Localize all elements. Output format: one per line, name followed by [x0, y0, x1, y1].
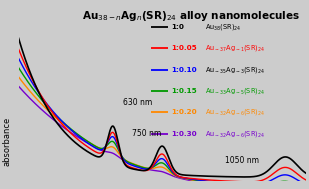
Text: 1:0.20: 1:0.20 [171, 109, 197, 115]
Text: 750 nm: 750 nm [132, 129, 161, 138]
Text: Au$_{\sim33}$Ag$_{\sim5}$(SR)$_{24}$: Au$_{\sim33}$Ag$_{\sim5}$(SR)$_{24}$ [205, 86, 265, 96]
Text: 1:0: 1:0 [171, 24, 184, 30]
Text: Au$_{\sim32}$Ag$_{\sim6}$(SR)$_{24}$: Au$_{\sim32}$Ag$_{\sim6}$(SR)$_{24}$ [205, 129, 265, 139]
Text: 630 nm: 630 nm [123, 98, 153, 107]
Text: 1:0.30: 1:0.30 [171, 131, 197, 137]
Text: absorbance: absorbance [2, 117, 11, 166]
Text: Au$_{\sim32}$Ag$_{\sim6}$(SR)$_{24}$: Au$_{\sim32}$Ag$_{\sim6}$(SR)$_{24}$ [205, 107, 265, 117]
Text: 1:0.10: 1:0.10 [171, 67, 197, 73]
Text: Au$_{\sim37}$Ag$_{\sim1}$(SR)$_{24}$: Au$_{\sim37}$Ag$_{\sim1}$(SR)$_{24}$ [205, 43, 265, 53]
Text: 1050 nm: 1050 nm [226, 156, 260, 165]
Text: Au$_{\sim35}$Ag$_{\sim3}$(SR)$_{24}$: Au$_{\sim35}$Ag$_{\sim3}$(SR)$_{24}$ [205, 64, 265, 74]
Text: Au$_{38}$(SR)$_{24}$: Au$_{38}$(SR)$_{24}$ [205, 22, 242, 32]
Text: Au$_{38-n}$Ag$_n$(SR)$_{24}$ alloy nanomolecules: Au$_{38-n}$Ag$_n$(SR)$_{24}$ alloy nanom… [82, 9, 300, 23]
Text: 1:0.15: 1:0.15 [171, 88, 197, 94]
Text: 1:0.05: 1:0.05 [171, 45, 197, 51]
